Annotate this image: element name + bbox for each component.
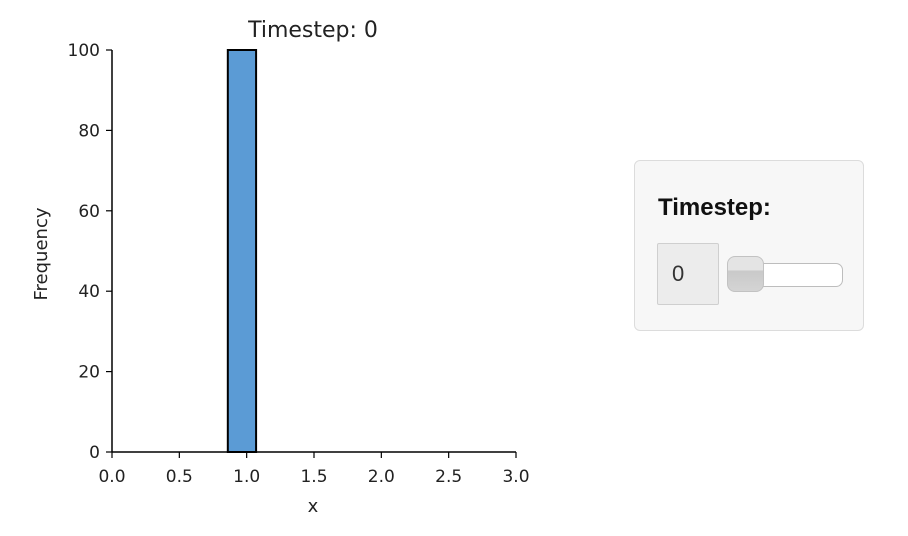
x-tick-label: 2.0 [368,467,395,487]
x-tick-label: 0.5 [166,467,193,487]
histogram-chart: Timestep: 0 Frequency x 0.0 0.5 1.0 1.5 2.0 2… [31,18,530,517]
bars-layer [226,49,258,453]
timestep-label: Timestep: [658,194,771,221]
x-tick-label: 1.0 [233,467,260,487]
y-tick-label: 60 [78,202,100,222]
y-tick-label: 0 [89,443,100,463]
x-tick-label: 1.5 [300,467,327,487]
timestep-value-display: 0 [657,243,719,305]
timestep-control-panel: Timestep: 0 [634,160,864,331]
y-tick-label: 100 [68,41,100,61]
y-axis-label: Frequency [31,207,52,300]
y-tick-label: 40 [78,282,100,302]
x-tick-label: 2.5 [435,467,462,487]
axes-layer: 0.0 0.5 1.0 1.5 2.0 2.5 3.0 0 20 40 60 80 100 [68,41,530,487]
x-axis-label: x [308,496,319,517]
y-tick-label: 20 [78,363,100,383]
histogram-bar [226,49,258,453]
timestep-slider-thumb[interactable] [727,256,764,292]
x-tick-label: 3.0 [502,467,529,487]
chart-title: Timestep: 0 [247,18,378,43]
y-tick-label: 80 [78,121,100,141]
x-tick-label: 0.0 [98,467,125,487]
